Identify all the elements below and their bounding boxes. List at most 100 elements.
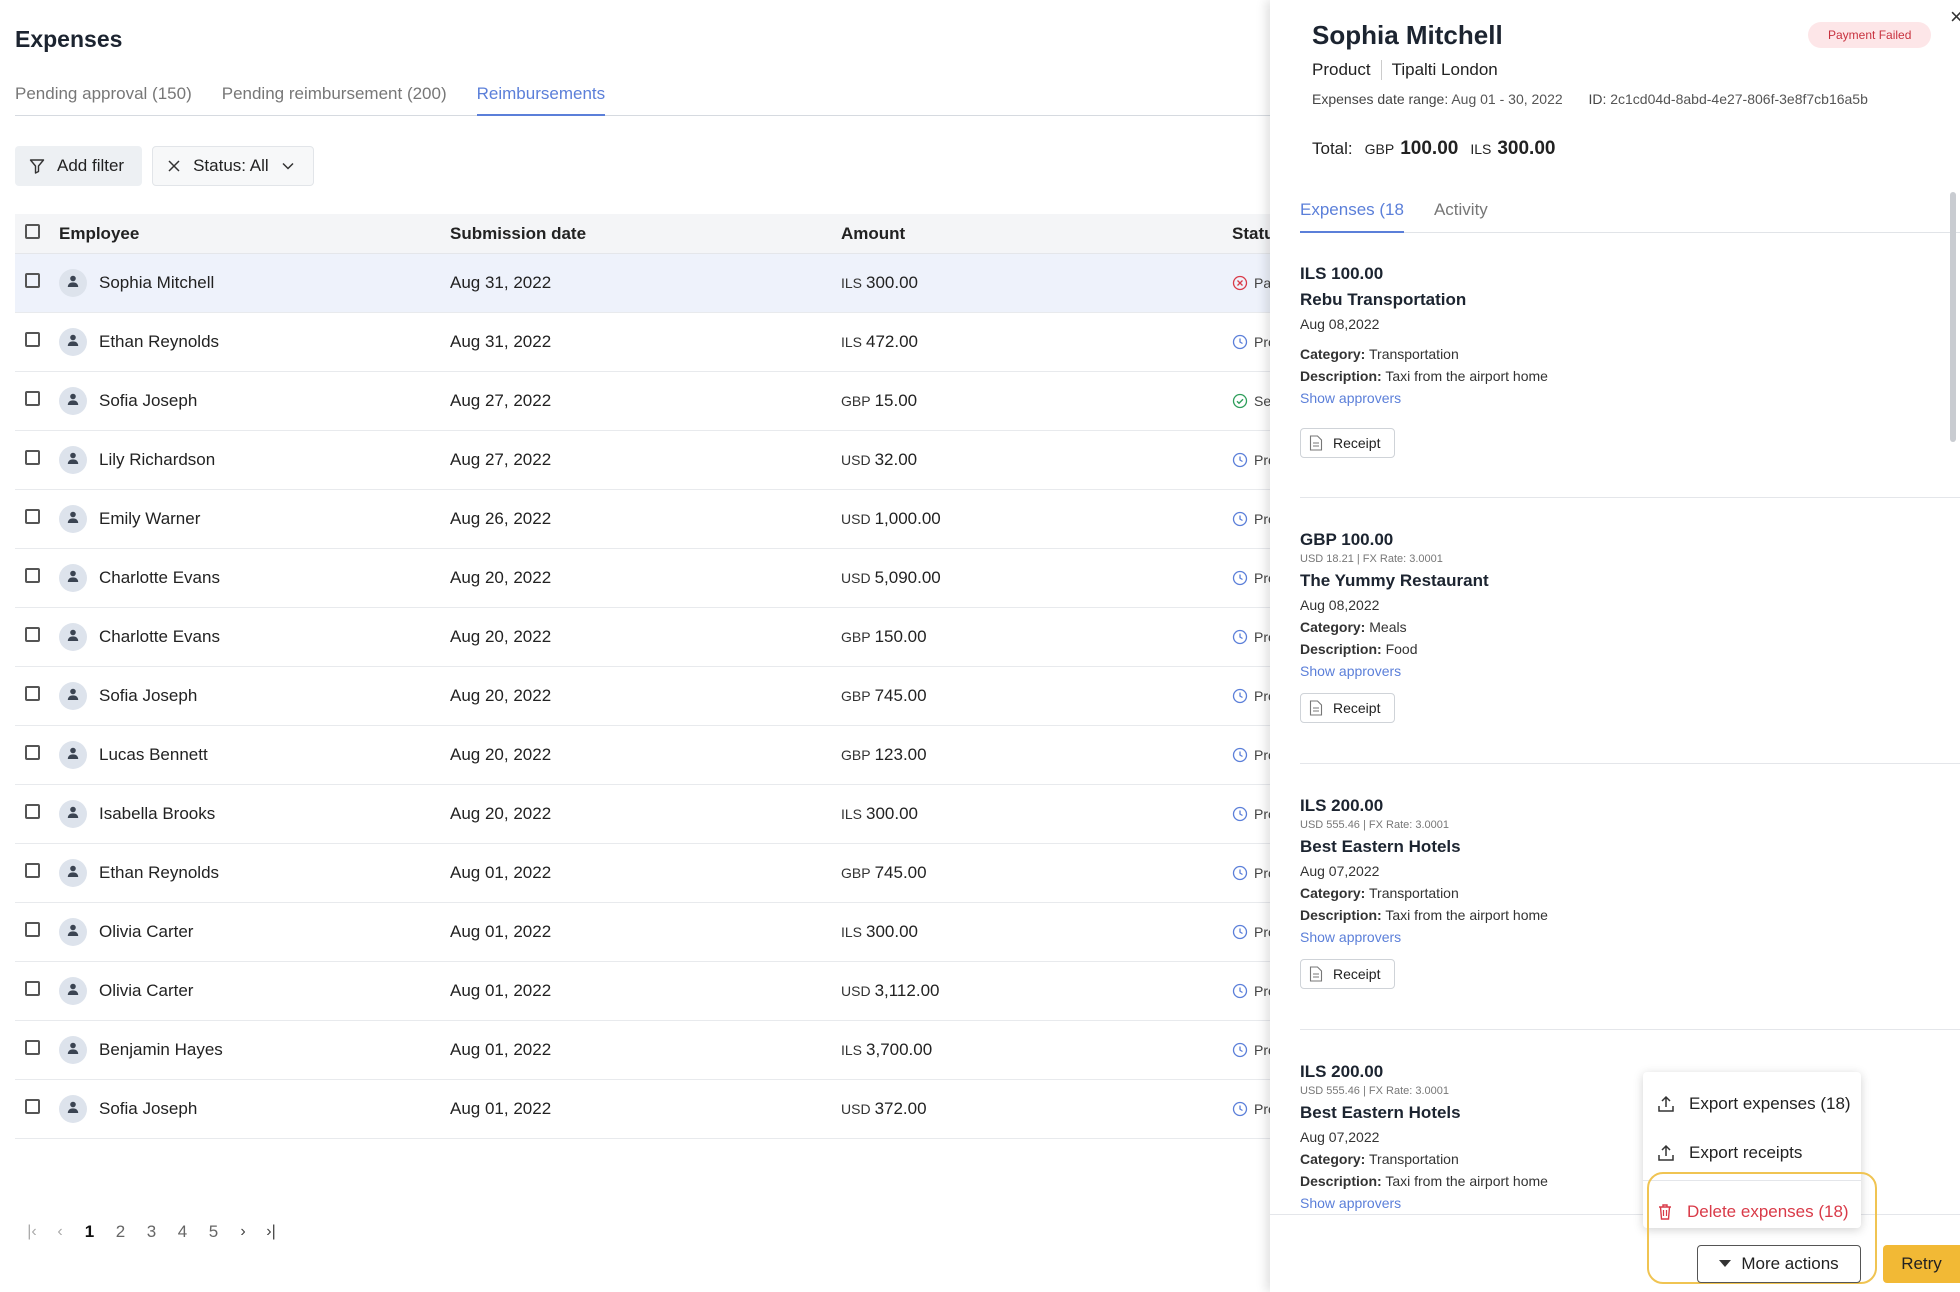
show-approvers-link[interactable]: Show approvers xyxy=(1300,663,1402,679)
select-all-checkbox[interactable] xyxy=(25,223,40,239)
id-value: 2c1cd04d-8abd-4e27-806f-3e8f7cb16a5b xyxy=(1610,91,1868,107)
export-receipts-item[interactable]: Export receipts xyxy=(1643,1131,1861,1175)
retry-label: Retry xyxy=(1901,1254,1942,1273)
row-checkbox[interactable] xyxy=(25,686,40,701)
tab-expenses[interactable]: Expenses (18 xyxy=(1300,200,1404,233)
close-icon[interactable]: × xyxy=(1950,4,1960,29)
row-checkbox[interactable] xyxy=(25,332,40,347)
tab-reimbursements[interactable]: Reimbursements xyxy=(476,84,606,116)
header-employee[interactable]: Employee xyxy=(59,223,140,243)
row-checkbox[interactable] xyxy=(25,922,40,937)
expense-category: Category: Transportation xyxy=(1300,885,1459,901)
person-icon xyxy=(66,922,80,942)
add-filter-button[interactable]: Add filter xyxy=(15,146,143,186)
export-expenses-item[interactable]: Export expenses (18) xyxy=(1643,1082,1861,1126)
status-text: Processing xyxy=(1254,865,1270,881)
status-cell: Processing xyxy=(1232,747,1270,763)
prev-page-icon[interactable]: ‹ xyxy=(57,1223,63,1240)
clock-icon xyxy=(1232,629,1248,645)
retry-button[interactable]: Retry xyxy=(1883,1245,1960,1283)
tab-pending-reimbursement[interactable]: Pending reimbursement (200) xyxy=(221,84,447,103)
currency-code: GBP xyxy=(841,629,871,645)
submission-date-cell: Aug 20, 2022 xyxy=(450,745,552,764)
header-status[interactable]: Status xyxy=(1232,223,1270,243)
show-approvers-link[interactable]: Show approvers xyxy=(1300,390,1402,406)
row-checkbox[interactable] xyxy=(25,981,40,996)
row-checkbox[interactable] xyxy=(25,273,40,288)
menu-divider xyxy=(1643,1180,1861,1181)
employee-name-cell: Isabella Brooks xyxy=(99,804,216,823)
receipt-button[interactable]: Receipt xyxy=(1300,428,1396,458)
row-checkbox[interactable] xyxy=(25,863,40,878)
receipt-button[interactable]: Receipt xyxy=(1300,693,1396,723)
status-cell: Processing xyxy=(1232,452,1270,468)
row-checkbox[interactable] xyxy=(25,509,40,524)
show-approvers-link[interactable]: Show approvers xyxy=(1300,929,1402,945)
status-cell: Payment Failed xyxy=(1232,275,1270,291)
submission-date-cell: Aug 31, 2022 xyxy=(450,332,552,351)
clock-icon xyxy=(1232,570,1248,586)
submission-date-cell: Aug 31, 2022 xyxy=(450,273,552,292)
row-checkbox[interactable] xyxy=(25,1040,40,1055)
clear-filter-icon[interactable] xyxy=(167,159,181,173)
more-actions-button[interactable]: More actions xyxy=(1697,1245,1861,1283)
tab-activity[interactable]: Activity xyxy=(1433,200,1488,219)
page-3[interactable]: 3 xyxy=(146,1222,157,1241)
total-value: 300.00 xyxy=(1497,138,1556,159)
show-approvers-link[interactable]: Show approvers xyxy=(1300,1195,1402,1211)
row-checkbox[interactable] xyxy=(25,745,40,760)
status-filter-dropdown[interactable]: Status: All xyxy=(152,146,314,186)
amount-cell: USD 1,000.00 xyxy=(841,509,1232,529)
amount-value: 123.00 xyxy=(874,745,927,764)
tab-pending-approval[interactable]: Pending approval (150) xyxy=(15,84,192,103)
currency-code: ILS xyxy=(841,275,863,291)
amount-cell: USD 372.00 xyxy=(841,1099,1232,1119)
table-row[interactable]: Charlotte Evans Aug 20, 2022 USD 5,090.00 Pr… xyxy=(15,549,1270,608)
receipt-button[interactable]: Receipt xyxy=(1300,959,1396,989)
panel-scrollbar[interactable] xyxy=(1950,192,1956,442)
status-tabs: Pending approval (150) Pending reimburse… xyxy=(15,84,1270,116)
first-page-icon[interactable]: |‹ xyxy=(27,1223,37,1240)
avatar xyxy=(59,623,87,651)
clock-icon xyxy=(1232,1042,1248,1058)
row-checkbox[interactable] xyxy=(25,1099,40,1114)
amount-value: 150.00 xyxy=(874,627,927,646)
expense-fx: USD 18.21 | FX Rate: 3.0001 xyxy=(1300,553,1443,565)
header-amount[interactable]: Amount xyxy=(841,223,906,243)
row-checkbox[interactable] xyxy=(25,391,40,406)
row-checkbox[interactable] xyxy=(25,450,40,465)
row-checkbox[interactable] xyxy=(25,627,40,642)
last-page-icon[interactable]: ›| xyxy=(266,1223,276,1240)
employee-name-cell: Olivia Carter xyxy=(99,981,194,1000)
row-checkbox[interactable] xyxy=(25,568,40,583)
avatar xyxy=(59,977,87,1005)
page-2[interactable]: 2 xyxy=(115,1222,126,1241)
delete-expenses-item[interactable]: Delete expenses (18) xyxy=(1643,1190,1861,1234)
amount-cell: GBP 745.00 xyxy=(841,863,1232,883)
page-5[interactable]: 5 xyxy=(208,1222,219,1241)
page-1[interactable]: 1 xyxy=(84,1222,95,1241)
status-text: Processing xyxy=(1254,747,1270,763)
next-page-icon[interactable]: › xyxy=(240,1223,246,1240)
submission-date-cell: Aug 27, 2022 xyxy=(450,391,552,410)
total-value: 100.00 xyxy=(1400,138,1459,159)
header-submission-date[interactable]: Submission date xyxy=(450,223,587,243)
status-cell: Processing xyxy=(1232,924,1270,940)
row-checkbox[interactable] xyxy=(25,804,40,819)
page-4[interactable]: 4 xyxy=(177,1222,188,1241)
